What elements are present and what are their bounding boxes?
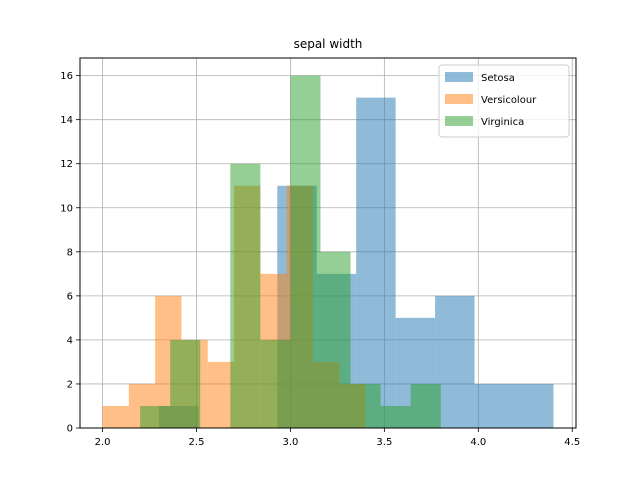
histogram-bar: [260, 339, 291, 428]
legend-swatch: [445, 94, 473, 104]
x-tick-label: 4.5: [564, 437, 580, 448]
y-tick-label: 12: [60, 159, 73, 170]
histogram-bar: [170, 339, 201, 428]
y-tick-label: 8: [67, 247, 73, 258]
histogram-bar: [514, 383, 554, 428]
plot-area-frame: [79, 57, 577, 429]
histogram-bar: [474, 383, 514, 428]
legend-label: Versicolour: [481, 95, 537, 106]
x-tick-label: 4.0: [470, 437, 486, 448]
y-tick-label: 6: [67, 291, 73, 302]
histogram-bar: [320, 251, 351, 428]
chart-title: sepal width: [294, 37, 363, 51]
legend-label: Setosa: [481, 73, 515, 84]
histogram-bar: [380, 405, 411, 428]
y-tick-label: 2: [67, 379, 73, 390]
histogram-bar: [290, 75, 321, 428]
y-tick-label: 0: [67, 424, 73, 435]
histogram-bar: [410, 383, 441, 428]
x-tick-label: 3.0: [282, 437, 298, 448]
histogram-bar: [356, 97, 396, 429]
legend-swatch: [445, 116, 473, 126]
legend-label: Virginica: [481, 117, 524, 128]
legend-swatch: [445, 72, 473, 82]
y-tick-label: 4: [67, 335, 73, 346]
y-axis: 0 2 4 6 8 10 12 14 16: [60, 71, 80, 435]
histogram-bar: [350, 383, 381, 428]
histogram-bar: [207, 361, 235, 428]
series-virginica: [140, 75, 441, 428]
histogram-bar: [140, 405, 171, 428]
histogram-bar: [102, 405, 129, 428]
x-tick-label: 2.5: [189, 437, 205, 448]
histogram-bars: [102, 75, 554, 429]
histogram-bar: [230, 163, 261, 428]
x-tick-label: 2.0: [95, 437, 111, 448]
x-tick-label: 3.5: [376, 437, 392, 448]
x-axis: 2.0 2.5 3.0 3.5 4.0 4.5: [95, 428, 580, 448]
y-tick-label: 16: [60, 71, 73, 82]
y-tick-label: 14: [60, 115, 73, 126]
legend: Setosa Versicolour Virginica: [438, 64, 570, 138]
histogram-bar: [435, 295, 475, 428]
y-tick-label: 10: [60, 203, 73, 214]
